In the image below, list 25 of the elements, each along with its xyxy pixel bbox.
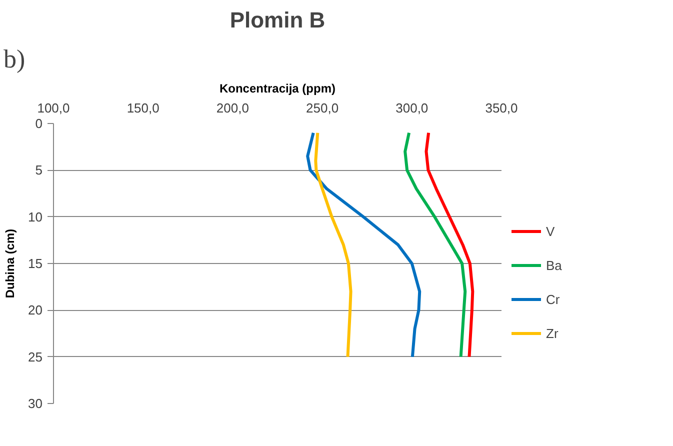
x-tick-label: 200,0	[216, 100, 249, 116]
x-tick-label: 300,0	[396, 100, 428, 116]
legend-label: V	[546, 224, 556, 238]
y-tick-label: 25	[28, 349, 43, 364]
x-tick-label: 250,0	[306, 100, 339, 116]
y-tick-label: 0	[35, 116, 43, 131]
y-tick-label: 5	[35, 162, 43, 178]
legend-label: Zr	[546, 326, 560, 340]
y-tick-label: 10	[28, 209, 43, 224]
line-series	[404, 131, 467, 358]
line-series	[314, 131, 352, 358]
y-tick-label: 15	[28, 256, 43, 271]
x-tick-label: 350,0	[485, 100, 518, 116]
line-series	[424, 131, 474, 358]
text: b)	[4, 44, 26, 74]
line-series	[306, 131, 422, 358]
chart-title: Plomin B	[230, 8, 326, 32]
y-tick-label: 30	[28, 396, 43, 411]
legend-label: Ba	[546, 258, 563, 272]
legend-label: Cr	[546, 292, 561, 306]
y-tick-label: 20	[28, 302, 43, 318]
x-axis-title: Koncentracija (ppm)	[219, 82, 336, 96]
x-tick-label: 150,0	[126, 100, 160, 116]
x-tick-label: 100,0	[37, 100, 70, 116]
y-axis-title: Dubina (cm)	[3, 228, 18, 298]
